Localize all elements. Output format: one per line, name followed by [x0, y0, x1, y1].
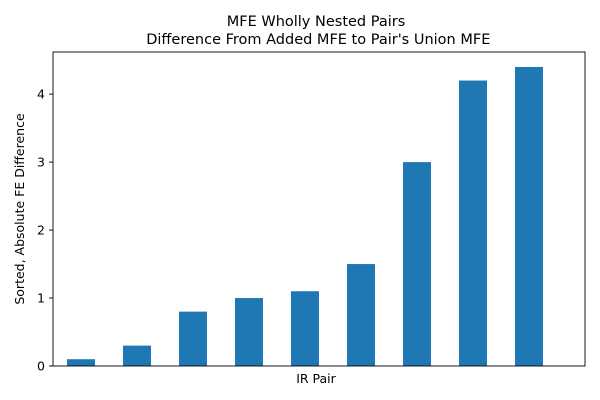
bar-2 [123, 345, 151, 366]
bar-8 [459, 80, 487, 366]
y-tick-label: 0 [37, 359, 45, 374]
chart-title-line2: Difference From Added MFE to Pair's Unio… [142, 32, 491, 48]
bars-group [67, 66, 543, 366]
y-axis-label: Sorted, Absolute FE Difference [12, 113, 27, 305]
y-tick-label: 3 [37, 155, 45, 170]
bar-7 [403, 162, 431, 366]
plot-area-frame [52, 51, 586, 367]
bar-5 [291, 291, 319, 366]
x-axis-label: IR Pair [296, 371, 336, 386]
bar-9 [515, 66, 543, 366]
y-axis-ticks: 0 1 2 3 4 [37, 87, 53, 374]
chart-title-line1: MFE Wholly Nested Pairs [227, 14, 406, 30]
bar-4 [235, 298, 263, 366]
y-tick-label: 1 [37, 291, 45, 306]
y-tick-label: 2 [37, 223, 45, 238]
bar-3 [179, 311, 207, 366]
y-tick-label: 4 [37, 87, 45, 102]
bar-1 [67, 359, 95, 366]
bar-6 [347, 264, 375, 366]
